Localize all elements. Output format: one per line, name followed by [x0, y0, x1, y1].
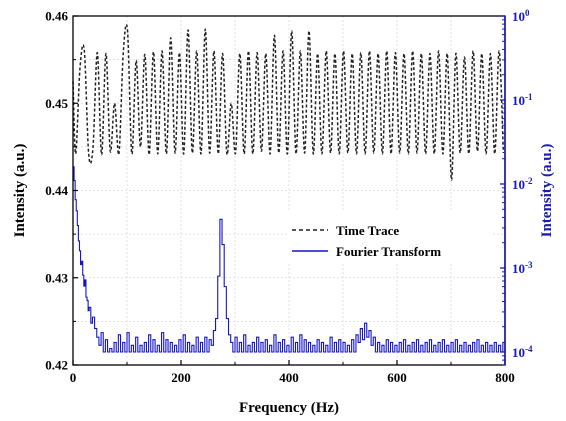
ticks: 0 200 400 600 800 0.42 0.43 0.44 0.45 0.46 10-4 10-…: [45, 8, 533, 385]
y-axis-right-title: Intensity (a.u.): [539, 144, 555, 238]
legend-box: [288, 212, 493, 262]
legend-label-fourier-transform: Fourier Transform: [336, 244, 441, 259]
x-tick-label: 200: [171, 370, 191, 385]
y-left-tick-label: 0.45: [45, 96, 68, 111]
series-line-time-trace: [72, 23, 505, 181]
y-right-tick-label: 10-2: [512, 176, 533, 192]
x-tick-label: 600: [387, 370, 407, 385]
y-left-tick-label: 0.43: [45, 270, 68, 285]
y-left-tick-label: 0.46: [45, 9, 68, 24]
x-tick-label: 0: [70, 370, 77, 385]
series-layer: [72, 23, 506, 353]
y-left-tick-label: 0.42: [45, 358, 68, 373]
y-axis-left-title: Intensity (a.u.): [12, 144, 28, 238]
x-tick-label: 400: [279, 370, 299, 385]
y-right-tick-label: 10-1: [512, 92, 533, 108]
legend-label-time-trace: Time Trace: [336, 223, 399, 238]
y-left-tick-label: 0.44: [45, 183, 68, 198]
y-right-tick-label: 100: [512, 8, 530, 24]
x-tick-label: 800: [495, 370, 515, 385]
y-right-tick-label: 10-4: [512, 344, 533, 360]
series-line-fourier-transform: [73, 166, 506, 353]
legend: Time Trace Fourier Transform: [288, 212, 493, 262]
y-right-tick-label: 10-3: [512, 260, 533, 276]
x-axis-title: Frequency (Hz): [239, 400, 339, 416]
